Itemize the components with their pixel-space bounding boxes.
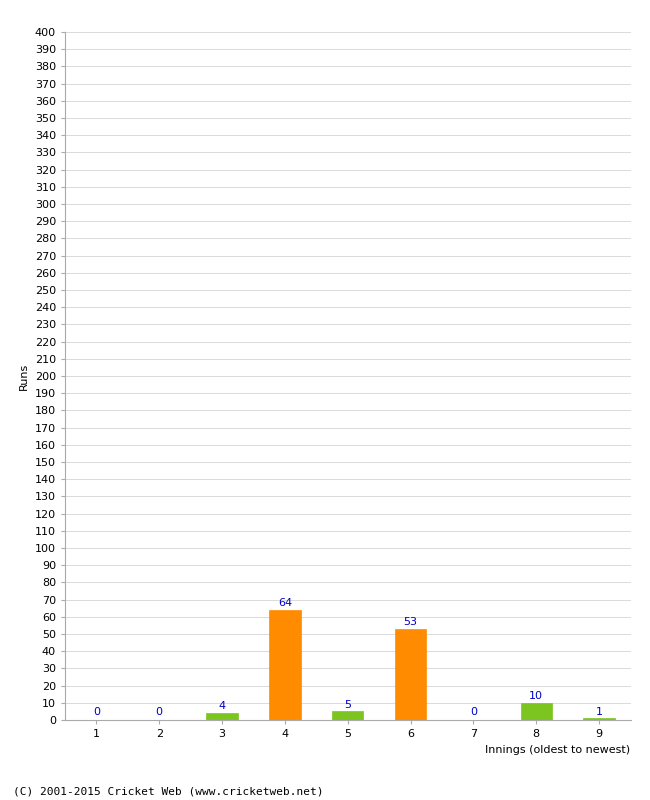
Bar [521,702,552,720]
Y-axis label: Runs: Runs [19,362,29,390]
Text: 4: 4 [218,702,226,711]
Bar [584,718,615,720]
Text: 10: 10 [529,691,543,701]
Text: 53: 53 [404,617,417,627]
Text: 0: 0 [156,707,162,718]
X-axis label: Innings (oldest to newest): Innings (oldest to newest) [486,745,630,754]
Text: 5: 5 [344,700,351,710]
Bar [269,610,300,720]
Text: 0: 0 [470,707,477,718]
Text: 1: 1 [595,706,603,717]
Bar [332,711,363,720]
Text: 64: 64 [278,598,292,608]
Text: 0: 0 [93,707,100,718]
Bar [207,713,238,720]
Bar [395,629,426,720]
Text: (C) 2001-2015 Cricket Web (www.cricketweb.net): (C) 2001-2015 Cricket Web (www.cricketwe… [13,786,324,796]
